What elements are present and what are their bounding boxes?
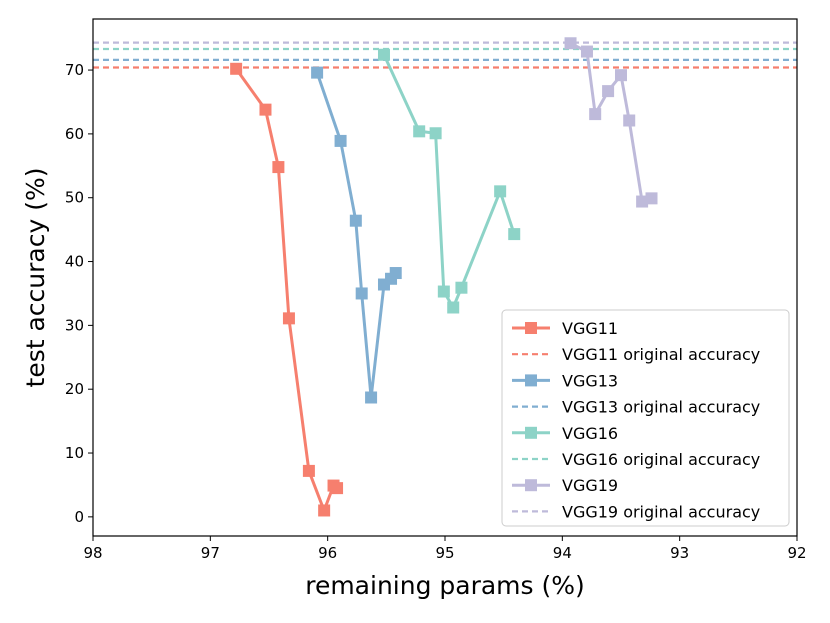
data-point-vgg19-0 [564,37,577,50]
data-point-vgg19-4 [615,69,627,82]
y-tick-label: 30 [65,316,84,334]
data-point-vgg11-7 [331,482,344,495]
data-point-vgg16-5 [455,281,468,294]
y-tick-label: 60 [65,125,84,143]
data-point-vgg13-1 [334,134,347,147]
y-tick-label: 0 [74,508,84,526]
y-axis-label: test accuracy (%) [21,168,50,388]
x-tick-label: 94 [553,544,572,562]
y-tick-label: 40 [65,253,84,271]
legend-label: VGG13 [562,371,618,390]
x-tick-label: 97 [201,544,220,562]
x-tick-label: 96 [318,544,337,562]
data-point-vgg11-2 [272,161,285,174]
series-line-vgg19 [569,41,652,203]
data-point-vgg11-0 [230,62,243,75]
series-vgg11 [230,62,344,517]
series-line-vgg11 [234,67,338,512]
data-point-vgg11-4 [302,464,315,477]
data-point-vgg19-5 [623,114,636,127]
y-tick-label: 70 [65,61,84,79]
legend-marker-swatch [525,479,537,492]
data-point-vgg16-0 [377,48,390,61]
legend-entry-vgg13: VGG13 [512,371,618,390]
legend-label: VGG16 original accuracy [562,450,760,469]
x-tick-label: 93 [670,544,689,562]
legend-label: VGG16 [562,424,618,443]
x-axis-ticks: 98 97 96 95 94 93 92 [83,536,807,562]
data-point-vgg19-6 [636,195,649,208]
legend-marker-swatch [525,322,537,334]
x-tick-label: 98 [83,544,102,562]
x-tick-label: 92 [787,544,806,562]
data-point-vgg19-3 [602,85,615,98]
legend-marker-swatch [525,426,537,439]
series-vgg19 [564,37,658,208]
legend-label: VGG19 [562,476,618,495]
data-point-vgg13-4 [365,391,378,404]
data-point-vgg16-4 [447,301,460,314]
data-point-vgg11-5 [318,504,331,517]
legend: VGG11 VGG11 original accuracy VGG13 VGG13 o… [501,309,790,527]
y-tick-label: 10 [65,444,84,462]
x-axis-label: remaining params (%) [305,571,585,600]
series-line-vgg16 [382,54,516,309]
legend-entry-vgg16-original-accuracy: VGG16 original accuracy [512,450,760,469]
data-series [230,37,658,517]
y-tick-label: 20 [65,380,84,398]
y-axis-ticks: 0 10 20 30 40 50 60 70 [65,61,93,526]
data-point-vgg19-2 [589,108,602,121]
y-tick-label: 50 [65,189,84,207]
data-point-vgg19-7 [645,192,658,205]
legend-label: VGG11 [562,319,618,338]
x-tick-label: 95 [435,544,454,562]
data-point-vgg16-7 [508,228,521,241]
legend-entry-vgg19-original-accuracy: VGG19 original accuracy [512,502,760,521]
reference-lines [93,41,797,69]
legend-box [501,309,790,527]
series-line-vgg13 [315,72,397,399]
legend-entry-vgg11-original-accuracy: VGG11 original accuracy [512,345,760,364]
series-vgg13 [311,66,402,404]
data-point-vgg13-3 [355,287,368,300]
data-point-vgg16-6 [494,185,507,198]
data-point-vgg16-1 [413,125,426,138]
legend-entry-vgg19: VGG19 [512,476,618,495]
legend-label: VGG13 original accuracy [562,398,760,417]
legend-entry-vgg11: VGG11 [512,319,618,338]
data-point-vgg13-2 [349,214,362,227]
data-point-vgg16-3 [437,285,450,298]
data-point-vgg11-3 [282,312,295,325]
series-vgg16 [377,48,521,314]
legend-entry-vgg16: VGG16 [512,424,618,443]
legend-label: VGG11 original accuracy [562,345,760,364]
legend-marker-swatch [525,374,537,387]
legend-entry-vgg13-original-accuracy: VGG13 original accuracy [512,398,760,417]
data-point-vgg13-7 [389,267,402,280]
data-point-vgg19-1 [580,45,593,58]
legend-label: VGG19 original accuracy [562,502,760,521]
data-point-vgg13-0 [311,66,324,79]
data-point-vgg16-2 [429,127,442,140]
data-point-vgg11-1 [259,103,272,116]
